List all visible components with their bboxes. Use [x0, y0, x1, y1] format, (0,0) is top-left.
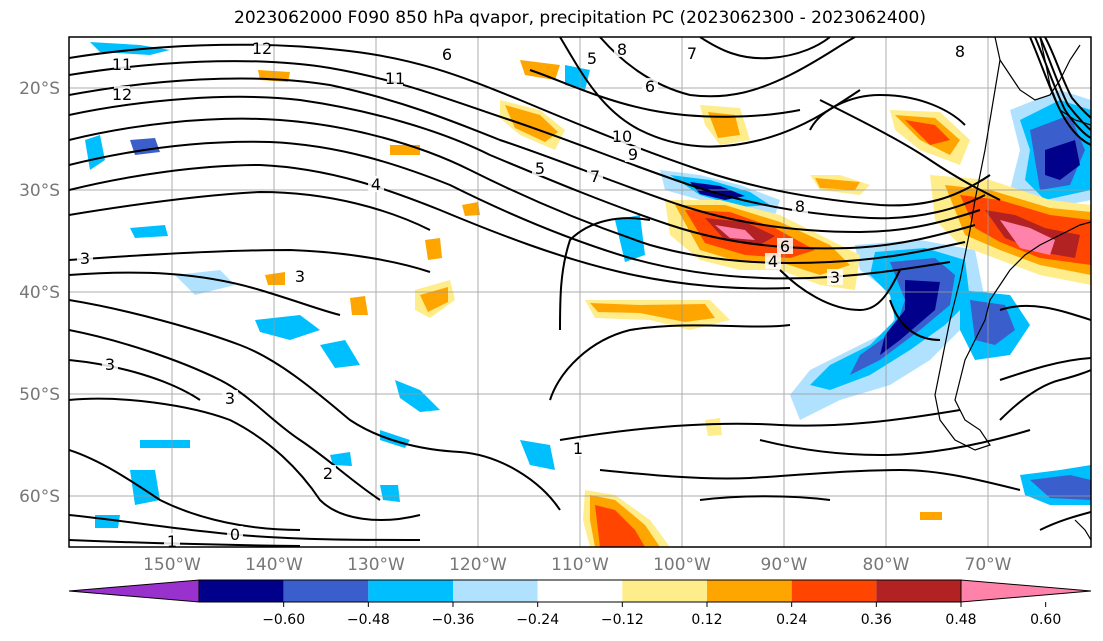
lat-tick-label: 40°S: [19, 283, 60, 303]
colorbar-swatch: [453, 580, 538, 602]
contour-label: 0: [230, 525, 240, 544]
contour-label: 7: [590, 167, 600, 186]
contour-label: 8: [617, 40, 627, 59]
colorbar-extend-high: [960, 579, 1092, 603]
colorbar-tick-label: −0.12: [601, 612, 644, 628]
colorbar-tick-label: −0.36: [432, 612, 475, 628]
colorbar-swatch: [622, 580, 707, 602]
contour-label: 10: [612, 127, 632, 146]
lon-tick-label: 120°W: [449, 555, 507, 575]
precip-shading: [85, 42, 1091, 547]
contour-label: 9: [628, 145, 638, 164]
colorbar-swatch: [199, 580, 284, 602]
colorbar-tick-label: −0.24: [516, 612, 559, 628]
contour-label: 1: [573, 439, 583, 458]
lon-tick-label: 110°W: [551, 555, 609, 575]
contour-label: 11: [385, 69, 405, 88]
colorbar-tick-label: 0.60: [1030, 612, 1061, 628]
colorbar-swatch: [876, 580, 961, 602]
contour-label: 5: [535, 159, 545, 178]
contour-label: 6: [780, 237, 790, 256]
lat-tick-label: 50°S: [19, 385, 60, 405]
contour-label: 4: [768, 252, 778, 271]
colorbar-tick-label: 0.24: [776, 612, 807, 628]
contour-label: 11: [112, 55, 132, 74]
contour-label: 3: [105, 355, 115, 374]
colorbar-tick-label: 0.12: [691, 612, 722, 628]
colorbar-tick-label: −0.60: [262, 612, 305, 628]
colorbar-tick-label: −0.48: [347, 612, 390, 628]
lon-tick-label: 70°W: [965, 555, 1012, 575]
colorbar-swatch: [707, 580, 792, 602]
contour-label: 2: [323, 464, 333, 483]
contour-label: 8: [795, 197, 805, 216]
lon-tick-label: 130°W: [347, 555, 405, 575]
colorbar-swatch: [368, 580, 453, 602]
colorbar-swatch: [791, 580, 877, 602]
contour-label: 1: [167, 532, 177, 551]
contour-label: 3: [830, 268, 840, 287]
colorbar-tick-label: 0.36: [861, 612, 892, 628]
lon-tick-label: 80°W: [863, 555, 910, 575]
lat-tick-label: 60°S: [19, 487, 60, 507]
contour-label: 12: [112, 85, 132, 104]
lon-tick-label: 140°W: [245, 555, 303, 575]
contour-label: 3: [225, 389, 235, 408]
colorbar-extend-low: [68, 579, 200, 603]
map-frame: [68, 36, 1092, 548]
lon-tick-label: 100°W: [653, 555, 711, 575]
contour-label: 5: [587, 49, 597, 68]
map-title: 2023062000 F090 850 hPa qvapor, precipit…: [234, 8, 926, 28]
contour-label: 6: [442, 45, 452, 64]
lon-tick-label: 150°W: [143, 555, 201, 575]
qvapor-contours: [69, 37, 1091, 547]
lat-tick-label: 20°S: [19, 79, 60, 99]
colorbar: −0.60 −0.48 −0.36 −0.24 −0.12 0.12 0.24 0.36 0.4…: [68, 579, 1092, 628]
contour-label: 3: [295, 267, 305, 286]
map-gridlines: [69, 37, 1091, 547]
colorbar-tick-label: 0.48: [945, 612, 976, 628]
contour-label: 6: [645, 77, 655, 96]
contour-label: 7: [687, 44, 697, 63]
colorbar-swatch: [537, 580, 623, 602]
lat-tick-label: 30°S: [19, 181, 60, 201]
contour-label: 8: [955, 42, 965, 61]
colorbar-swatch: [283, 580, 369, 602]
contour-label: 12: [252, 39, 272, 58]
lon-tick-label: 90°W: [761, 555, 808, 575]
contour-label: 4: [371, 175, 381, 194]
contour-label: 3: [80, 249, 90, 268]
